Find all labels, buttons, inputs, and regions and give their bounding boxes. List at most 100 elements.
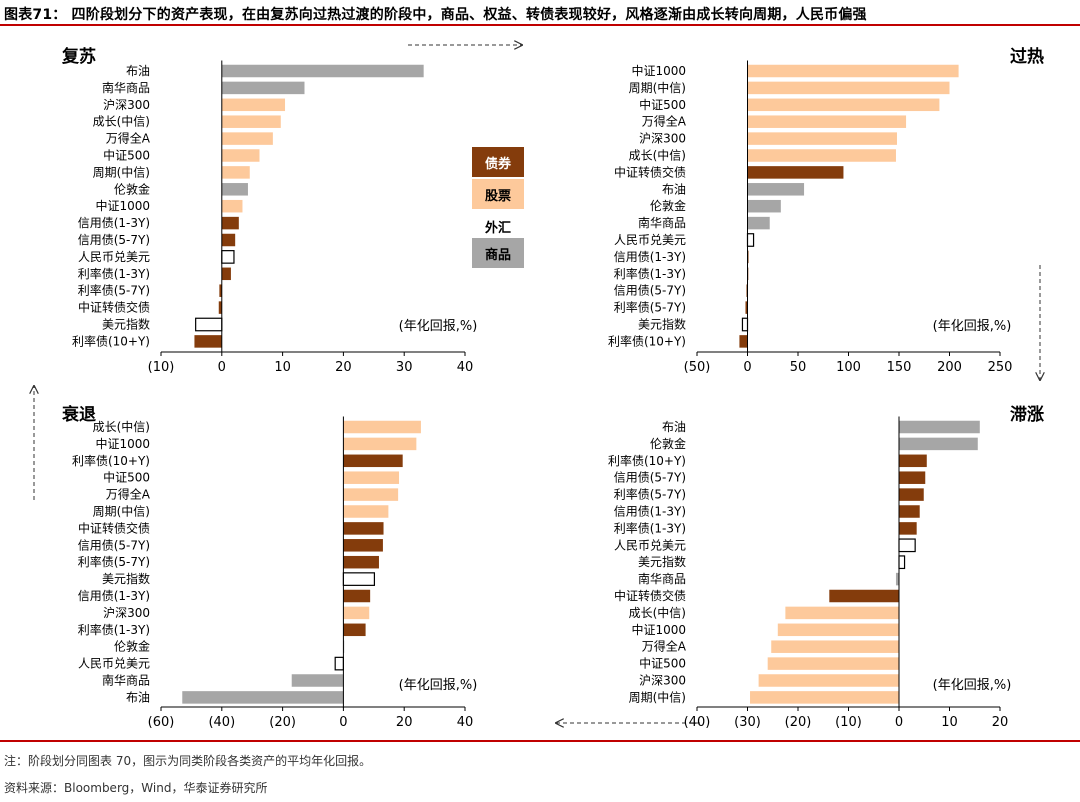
recovery-category-label: 布油 xyxy=(126,64,150,78)
recovery-bar xyxy=(221,115,281,128)
recovery-bar xyxy=(221,233,236,247)
overheat-bar xyxy=(747,199,781,213)
stagflation-category-label: 利率债(5-7Y) xyxy=(614,487,686,502)
recovery-category-label: 中证转债交债 xyxy=(78,300,150,315)
recession-bar xyxy=(343,623,366,637)
recovery-bar xyxy=(221,267,231,281)
recovery-category-label: 伦敦金 xyxy=(114,181,150,196)
overheat-category-label: 布油 xyxy=(662,182,686,196)
recession-tick-label: (20) xyxy=(269,715,296,730)
asset-class-legend: 债券 股票 外汇 商品 xyxy=(472,147,524,268)
recovery-category-label: 利率债(5-7Y) xyxy=(78,283,150,298)
stagflation-bar xyxy=(758,674,899,687)
stagflation-category-label: 沪深300 xyxy=(639,674,686,688)
overheat-bar xyxy=(739,335,748,348)
recovery-category-label: 中证1000 xyxy=(95,198,150,213)
stagflation-bar xyxy=(899,505,920,518)
overheat-tick-label: 200 xyxy=(937,360,962,375)
legend-fx-label: 外汇 xyxy=(484,220,511,236)
stagflation-category-label: 南华商品 xyxy=(638,571,686,586)
stagflation-bar xyxy=(895,572,899,586)
recovery-bar xyxy=(221,216,239,230)
overheat-tick-label: (50) xyxy=(684,360,711,375)
recession-tick-label: (60) xyxy=(148,715,175,730)
stagflation-category-label: 美元指数 xyxy=(638,554,686,569)
recession-bar xyxy=(334,656,344,671)
recession-category-label: 人民币兑美元 xyxy=(78,657,150,671)
overheat-bar xyxy=(747,166,844,179)
overheat-bar xyxy=(747,132,897,145)
recovery-bar xyxy=(221,132,273,145)
legend-commodity-label: 商品 xyxy=(485,247,511,263)
recovery-bar xyxy=(221,183,248,196)
recovery-bar xyxy=(221,64,424,78)
legend-fx-swatch xyxy=(472,211,524,241)
stagflation-category-label: 中证1000 xyxy=(631,622,686,637)
legend-bond-label: 债券 xyxy=(485,156,512,172)
recovery-bar xyxy=(221,98,286,112)
overheat-category-label: 信用债(1-3Y) xyxy=(614,250,686,264)
legend-equity-label: 股票 xyxy=(485,188,511,204)
overheat-bar xyxy=(747,250,749,264)
overheat-category-label: 沪深300 xyxy=(639,132,686,146)
recession-category-label: 信用债(5-7Y) xyxy=(78,538,150,552)
recovery-category-label: 中证500 xyxy=(103,148,150,163)
overheat-category-label: 中证500 xyxy=(639,97,686,112)
overheat-bar xyxy=(747,81,950,95)
recovery-category-label: 利率债(10+Y) xyxy=(72,333,150,348)
stagflation-bar xyxy=(898,555,906,570)
stagflation-category-label: 伦敦金 xyxy=(650,436,686,451)
overheat-bar xyxy=(747,216,770,230)
recession-category-label: 利率债(10+Y) xyxy=(72,453,150,468)
recession-bar xyxy=(343,420,421,434)
overheat-bar xyxy=(747,115,907,128)
recession-tick-label: 40 xyxy=(457,715,474,730)
recession-category-label: 南华商品 xyxy=(102,673,150,688)
recovery-tick-label: 20 xyxy=(335,360,352,375)
overheat-category-label: 美元指数 xyxy=(638,317,686,332)
overheat-title: 过热 xyxy=(1010,46,1044,67)
recovery-bar xyxy=(195,317,223,332)
overheat-bar xyxy=(747,149,896,162)
stagflation-bar xyxy=(899,420,980,434)
recession-bar xyxy=(182,691,344,704)
recession-category-label: 中证转债交债 xyxy=(78,520,150,535)
stagflation-category-label: 成长(中信) xyxy=(629,605,686,620)
stagflation-category-label: 利率债(10+Y) xyxy=(608,453,686,468)
recession-bar xyxy=(343,505,389,518)
recovery-bar xyxy=(221,166,250,179)
recovery-category-label: 信用债(5-7Y) xyxy=(78,233,150,247)
recovery-bar xyxy=(221,149,260,162)
recovery-bar xyxy=(221,250,235,264)
overheat-bar xyxy=(747,183,805,196)
footer-source: 资料来源：Bloomberg，Wind，华泰证券研究所 xyxy=(4,781,268,795)
overheat-category-label: 中证1000 xyxy=(631,63,686,78)
recession-title: 衰退 xyxy=(61,404,96,425)
recession-bar xyxy=(343,539,383,552)
stagflation-bar xyxy=(899,454,927,468)
recession-bar xyxy=(343,454,403,468)
recession-tick-label: 20 xyxy=(396,715,413,730)
recovery-category-label: 沪深300 xyxy=(103,98,150,112)
stagflation-bar xyxy=(767,657,899,670)
overheat-category-label: 成长(中信) xyxy=(629,148,686,163)
overheat-category-label: 利率债(10+Y) xyxy=(608,333,686,348)
overheat-category-label: 周期(中信) xyxy=(629,80,686,95)
overheat-tick-label: 150 xyxy=(887,360,912,375)
overheat-tick-label: 250 xyxy=(988,360,1013,375)
overheat-bar xyxy=(746,233,755,247)
recession-tick-label: (40) xyxy=(208,715,235,730)
overheat-bar xyxy=(746,284,748,297)
figure-title: 图表71： 四阶段划分下的资产表现，在由复苏向过热过渡的阶段中，商品、权益、转债… xyxy=(4,7,867,23)
overheat-category-label: 利率债(5-7Y) xyxy=(614,300,686,315)
overheat-category-label: 中证转债交债 xyxy=(614,164,686,179)
recession-bar xyxy=(343,522,384,535)
recession-bar xyxy=(343,555,379,569)
stagflation-category-label: 万得全A xyxy=(642,639,687,654)
recovery-bar xyxy=(194,335,222,348)
recovery-bar xyxy=(221,199,243,213)
stagflation-category-label: 人民币兑美元 xyxy=(614,538,686,552)
